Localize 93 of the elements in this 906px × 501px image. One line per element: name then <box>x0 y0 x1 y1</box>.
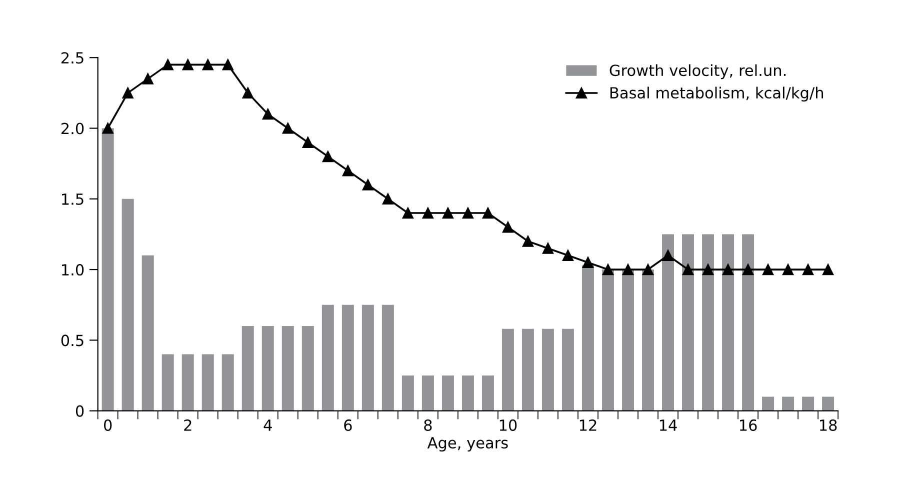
bar <box>802 396 814 411</box>
bar <box>822 396 834 411</box>
point <box>682 264 694 276</box>
bar <box>722 234 734 411</box>
bar <box>562 328 574 411</box>
point <box>802 264 814 276</box>
y-tick-label: 2.0 <box>61 122 84 134</box>
x-tick-label: 12 <box>580 419 596 431</box>
point <box>382 193 394 204</box>
point <box>782 264 794 276</box>
point <box>322 150 334 162</box>
y-tick-label: 1.5 <box>62 194 84 205</box>
bar <box>602 270 614 411</box>
bar <box>142 255 154 411</box>
bar <box>662 234 674 411</box>
bar <box>702 234 714 411</box>
bar <box>622 270 634 411</box>
x-tick-label: 16 <box>740 419 757 431</box>
y-tick-label: 1.0 <box>62 264 84 276</box>
x-tick-label: 10 <box>500 419 517 431</box>
bar <box>102 128 114 411</box>
legend-label: Growth velocity, rel.un. <box>610 64 786 80</box>
x-tick-label: 0 <box>104 419 112 431</box>
x-tick-label: 14 <box>660 420 677 431</box>
point <box>222 59 234 70</box>
bar <box>222 354 234 411</box>
point <box>522 236 534 247</box>
point <box>182 59 194 70</box>
bar <box>302 326 314 411</box>
x-tick-label: 18 <box>820 419 837 431</box>
bar <box>582 265 594 411</box>
point <box>342 165 354 176</box>
bar <box>162 354 174 411</box>
bar <box>362 304 374 411</box>
bar <box>122 198 134 411</box>
point <box>302 136 314 148</box>
point <box>282 122 294 134</box>
bar <box>242 326 254 411</box>
bar <box>682 234 694 411</box>
bar <box>742 234 754 411</box>
point <box>262 108 274 120</box>
bar <box>422 376 434 411</box>
point <box>722 264 734 276</box>
y-tick-label: 2.5 <box>61 52 84 64</box>
point <box>142 73 154 84</box>
point <box>422 207 434 219</box>
point <box>662 250 674 261</box>
point <box>462 207 474 219</box>
y-tick-label: 0 <box>76 405 84 417</box>
bar <box>282 326 294 411</box>
bar <box>382 304 394 411</box>
point <box>742 264 754 276</box>
point <box>542 242 554 254</box>
point <box>582 256 594 268</box>
point <box>202 59 214 70</box>
point <box>482 207 494 219</box>
legend-label: Basal metabolism, kcal/kg/h <box>610 86 824 102</box>
point <box>702 264 714 276</box>
point <box>402 207 414 219</box>
x-tick-label: 2 <box>184 419 192 431</box>
bar <box>482 376 494 411</box>
bar <box>542 328 554 411</box>
x-axis-title: Age, years <box>427 437 508 452</box>
x-tick-label: 8 <box>424 419 432 431</box>
bar <box>322 304 334 411</box>
point <box>122 87 134 98</box>
bar <box>782 396 794 411</box>
y-tick-label: 0.5 <box>61 334 84 346</box>
point <box>502 222 514 233</box>
point <box>762 264 774 276</box>
point <box>562 250 574 261</box>
bar <box>522 328 534 411</box>
bar <box>402 376 414 411</box>
bar <box>442 376 454 411</box>
bar <box>502 328 514 411</box>
point <box>162 59 174 70</box>
bar <box>642 270 654 411</box>
bar <box>202 354 214 411</box>
bar <box>462 376 474 411</box>
bar <box>342 304 354 411</box>
bar <box>262 326 274 411</box>
x-tick-label: 4 <box>264 420 272 431</box>
point <box>622 264 634 276</box>
bar <box>762 396 774 411</box>
bar <box>182 354 194 411</box>
point <box>642 264 654 276</box>
point <box>242 87 254 98</box>
point <box>822 264 834 276</box>
point <box>102 122 114 134</box>
point <box>602 264 614 276</box>
point <box>362 179 374 190</box>
x-tick-label: 6 <box>344 419 352 431</box>
point <box>442 207 454 219</box>
